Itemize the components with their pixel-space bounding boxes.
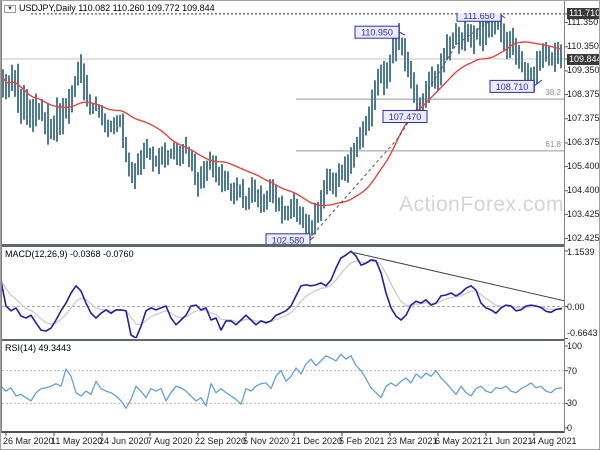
price-annotation: 111.650 — [456, 11, 502, 22]
main-chart-panel[interactable] — [1, 1, 564, 246]
fib-level-label: 38.2 — [545, 88, 561, 97]
date-axis-label: 23 Mar 2021 — [387, 436, 438, 446]
date-axis-label: 24 Jun 2020 — [99, 436, 149, 446]
price-axis-label: 103.425 — [567, 209, 600, 219]
panel-divider[interactable] — [1, 339, 564, 341]
date-axis-label: 21 Jun 2021 — [483, 436, 533, 446]
rsi-axis-label: 100 — [567, 341, 583, 351]
price-annotation: 110.950 — [354, 25, 400, 39]
price-axis-label: 106.375 — [567, 137, 600, 147]
svg-text:111.650: 111.650 — [463, 11, 494, 21]
panel-divider[interactable] — [1, 244, 564, 247]
date-axis-label: 22 Sep 2020 — [195, 436, 247, 446]
price-axis-label: 104.400 — [567, 185, 600, 195]
chart-title-bar: ▼ USDJPY,Daily 110.082 110.260 109.772 10… — [4, 3, 215, 13]
date-axis-label: 5 Nov 2020 — [243, 436, 290, 446]
price-axis-tag: 109.844 — [567, 54, 599, 65]
macd-indicator-label: MACD(12,26,9) -0.0368 -0.0760 — [5, 249, 134, 259]
date-axis-label: 7 Aug 2020 — [147, 436, 193, 446]
symbol-dropdown-icon[interactable]: ▼ — [4, 5, 16, 13]
rsi-axis-label: 0 — [567, 423, 573, 433]
date-axis-label: 21 Dec 2020 — [291, 436, 343, 446]
date-axis-label: 26 Mar 2020 — [3, 436, 54, 446]
date-axis-label: 5 Feb 2021 — [339, 436, 385, 446]
panel-border-left — [1, 1, 2, 433]
price-axis-label: 110.350 — [567, 41, 599, 51]
rsi-axis-label: 70 — [567, 366, 578, 376]
rsi-panel[interactable] — [1, 341, 564, 431]
svg-text:107.470: 107.470 — [389, 112, 422, 122]
symbol-ohlc-title: USDJPY,Daily 110.082 110.260 109.772 109… — [18, 3, 215, 13]
macd-panel[interactable] — [1, 247, 564, 339]
rsi-indicator-label: RSI(14) 49.3443 — [5, 343, 72, 353]
price-annotation: 108.710 — [489, 79, 535, 93]
svg-text:110.950: 110.950 — [361, 28, 393, 38]
price-axis-label: 102.425 — [567, 233, 600, 243]
price-annotation: 107.470 — [382, 110, 428, 123]
svg-text:102.580: 102.580 — [272, 235, 305, 245]
macd-axis-label: -0.6643 — [567, 328, 598, 338]
fib-level-label: 61.8 — [545, 140, 561, 149]
price-axis-label: 107.375 — [567, 113, 600, 123]
date-axis-label: 4 Aug 2021 — [531, 436, 577, 446]
macd-axis-label: 0.00 — [567, 302, 585, 312]
time-axis-line — [1, 431, 564, 433]
price-axis-tag: 111.710 — [567, 8, 599, 19]
price-axis-label: 111.350 — [567, 17, 599, 27]
price-axis-label: 108.375 — [567, 89, 600, 99]
svg-text:108.710: 108.710 — [496, 82, 529, 92]
panel-border-right — [564, 1, 565, 433]
rsi-axis-label: 30 — [567, 398, 578, 408]
price-annotation: 102.580 — [265, 233, 311, 245]
date-axis-label: 6 May 2021 — [435, 436, 483, 446]
price-axis-label: 109.350 — [567, 65, 600, 75]
watermark: ActionForex.com — [399, 193, 565, 216]
macd-axis-label: 1.1539 — [567, 247, 595, 257]
date-axis-label: 11 May 2020 — [51, 436, 103, 446]
price-axis-label: 105.400 — [567, 161, 600, 171]
